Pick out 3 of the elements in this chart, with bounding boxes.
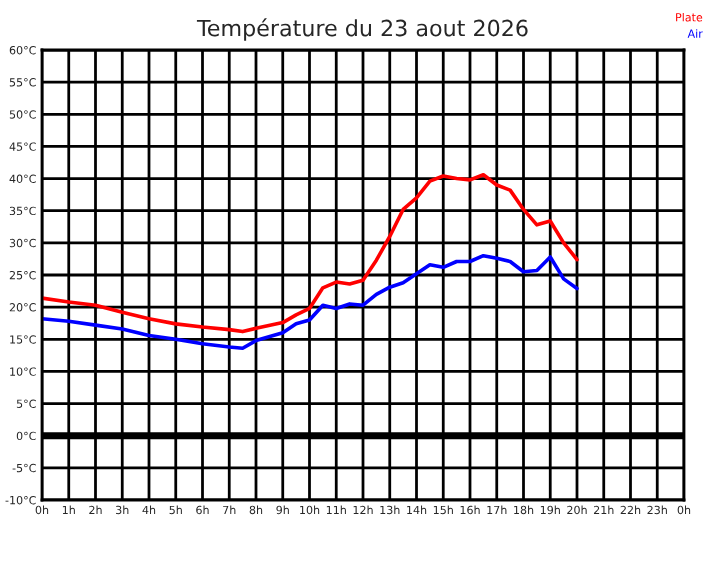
chart-title: Température du 23 aout 2026 — [196, 18, 528, 41]
line-series — [42, 253, 579, 351]
line-series — [42, 172, 579, 334]
